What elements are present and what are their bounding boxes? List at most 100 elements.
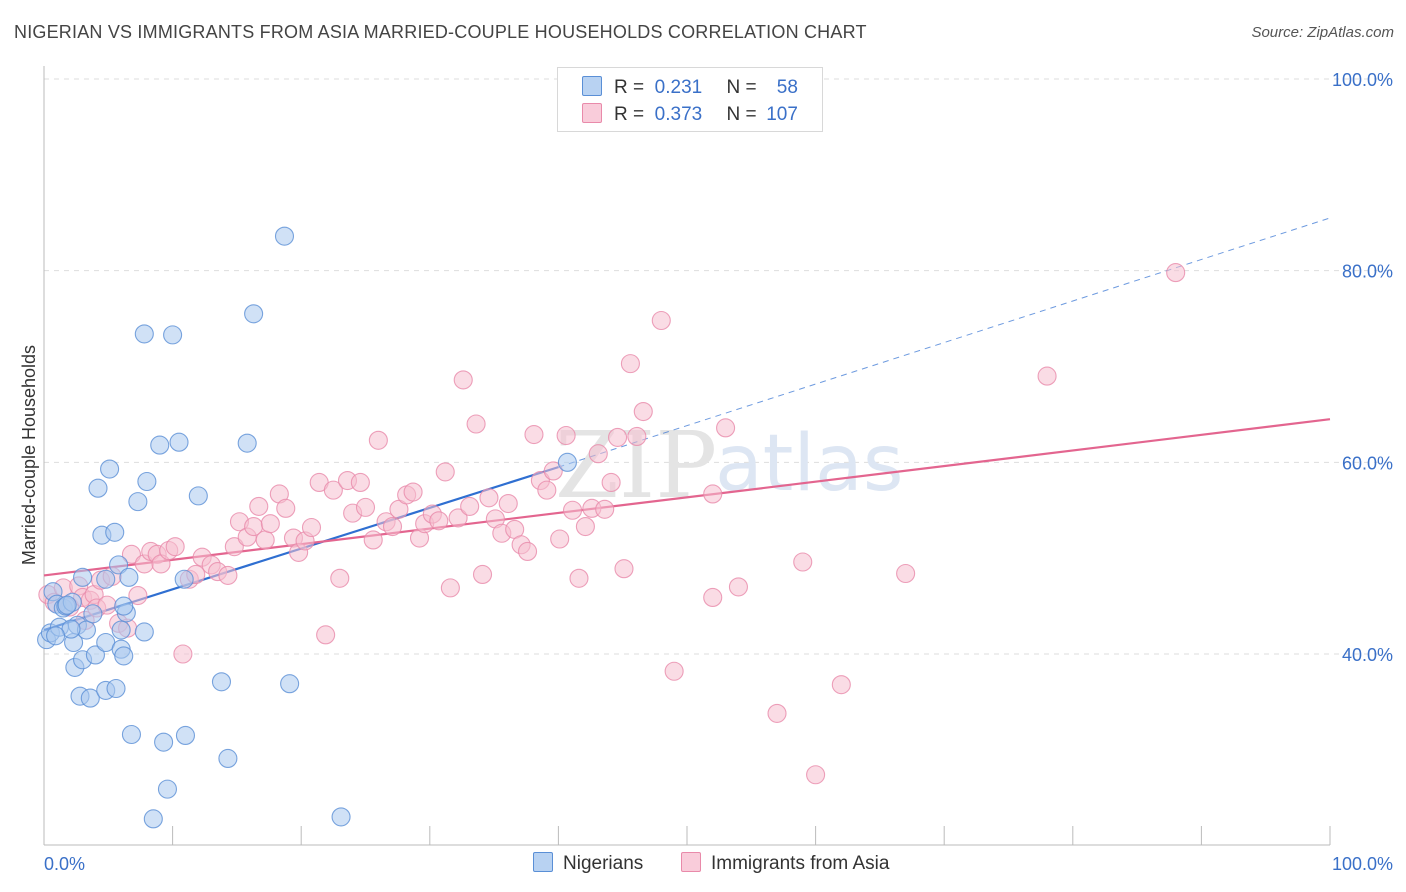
asia-point	[550, 529, 570, 549]
x-tick-label: 0.0%	[44, 854, 85, 874]
asia-point	[728, 577, 748, 597]
nigerian-point	[163, 325, 183, 345]
legend-r-label: R =	[614, 77, 645, 98]
nigerian-point	[175, 725, 196, 746]
y-tick-label: 40.0%	[1342, 645, 1393, 665]
nigerian-point	[121, 724, 141, 745]
asia-point	[165, 537, 185, 557]
nigerian-point	[134, 324, 154, 344]
stats-legend: R = 0.231 N = 58 R = 0.373 N = 107	[557, 67, 823, 132]
asia-point	[403, 482, 423, 502]
asia-trend-line	[43, 418, 1331, 577]
legend-row-nigerians: R = 0.231 N = 58	[582, 76, 798, 100]
nigerian-point	[557, 452, 577, 472]
legend-r-value: 0.231	[654, 77, 703, 98]
nigerian-point	[111, 620, 131, 640]
asia-point	[575, 516, 595, 537]
nigerian-point	[106, 678, 126, 699]
legend-swatch-pink	[582, 103, 602, 123]
nigerian-point	[109, 555, 129, 575]
asia-point	[453, 370, 473, 390]
bottom-legend-label: Immigrants from Asia	[711, 853, 890, 874]
asia-point	[651, 310, 671, 331]
nigerian-point	[73, 567, 93, 587]
chart-title: NIGERIAN VS IMMIGRANTS FROM ASIA MARRIED…	[14, 22, 867, 42]
bottom-legend-swatch-pink	[681, 852, 701, 872]
asia-point	[1166, 263, 1186, 283]
asia-point	[382, 516, 403, 537]
nigerian-point	[218, 748, 238, 769]
asia-point	[601, 472, 621, 493]
asia-point	[524, 424, 544, 445]
watermark-atlas: atlas	[715, 419, 904, 509]
nigerian-point	[244, 304, 264, 324]
nigerian-point	[331, 807, 351, 827]
nigerian-point	[114, 646, 134, 666]
x-tick-label: 100.0%	[1332, 854, 1393, 874]
nigerian-point	[150, 435, 170, 455]
asia-point	[537, 480, 557, 500]
asia-point	[330, 568, 350, 588]
asia-point	[620, 354, 640, 374]
asia-point	[1037, 366, 1057, 386]
asia-point	[460, 496, 480, 516]
nigerian-point	[96, 569, 116, 589]
asia-point	[260, 514, 280, 534]
nigerian-point	[100, 459, 120, 479]
asia-point	[543, 461, 563, 481]
asia-point	[498, 493, 518, 514]
nigerian-point	[137, 471, 157, 492]
y-tick-label: 60.0%	[1342, 453, 1393, 473]
nigerian-point	[80, 688, 100, 708]
asia-point	[806, 765, 826, 785]
asia-point	[466, 414, 486, 434]
asia-point	[173, 644, 193, 664]
nigerian-point	[188, 486, 208, 506]
asia-point	[363, 530, 383, 550]
data-points	[37, 226, 1186, 829]
asia-point	[440, 578, 460, 598]
legend-n-value: 107	[766, 104, 798, 125]
nigerian-point	[134, 622, 154, 642]
nigerian-point	[280, 674, 300, 694]
asia-point	[435, 462, 455, 482]
asia-point	[218, 565, 238, 585]
asia-point	[301, 517, 322, 538]
asia-point	[595, 499, 615, 519]
asia-point	[664, 661, 684, 681]
asia-point	[429, 511, 449, 531]
asia-point	[479, 488, 499, 508]
asia-point	[472, 564, 493, 585]
y-tick-label: 100.0%	[1332, 70, 1393, 90]
axes	[43, 66, 1331, 846]
legend-r-value: 0.373	[654, 104, 703, 125]
nigerian-point	[169, 432, 189, 452]
nigerian-point	[105, 522, 125, 542]
asia-point	[255, 530, 275, 550]
asia-point	[767, 703, 787, 723]
asia-point	[608, 427, 628, 447]
asia-point	[569, 568, 589, 588]
asia-point	[556, 425, 576, 446]
asia-point	[716, 418, 736, 438]
asia-point	[448, 508, 468, 528]
asia-point	[350, 472, 370, 493]
asia-point	[368, 430, 388, 450]
asia-point	[249, 496, 269, 516]
asia-point	[831, 675, 851, 695]
nigerian-point	[143, 809, 163, 829]
source-note: Source: ZipAtlas.com	[1251, 24, 1394, 41]
gridlines	[44, 78, 1392, 655]
bottom-legend-swatch-blue	[533, 852, 553, 872]
nigerian-trend-extension	[558, 217, 1331, 468]
bottom-legend-asia: Immigrants from Asia	[681, 852, 889, 875]
nigerian-point	[154, 732, 174, 752]
legend-n-label: N =	[726, 104, 757, 125]
asia-point	[588, 444, 608, 464]
asia-point	[703, 587, 723, 608]
legend-row-asia: R = 0.373 N = 107	[582, 103, 798, 127]
nigerian-point	[157, 779, 178, 799]
asia-point	[121, 544, 141, 564]
asia-point	[562, 500, 583, 520]
